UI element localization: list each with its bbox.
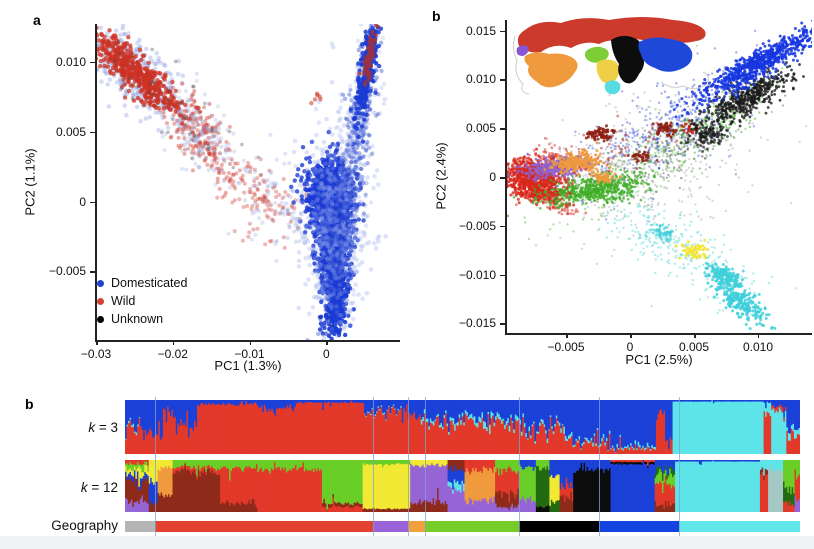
legend-label-domesticated: Domesticated — [111, 276, 188, 290]
pca-a-x-axis-label: PC1 (1.3%) — [214, 358, 282, 373]
k3-row-label: k = 3 — [8, 420, 118, 435]
legend-label-unknown: Unknown — [111, 312, 164, 326]
map-region-purple — [516, 45, 529, 56]
pca_b-y-tick-label-0: 0.015 — [465, 23, 496, 38]
pca_b-y-tick-mark-6 — [500, 323, 505, 325]
pca_a-y-tick-label-0: 0.010 — [55, 54, 86, 69]
group-separator-5 — [599, 397, 601, 537]
pca_a-y-tick-label-2: 0 — [79, 194, 86, 209]
map-region-cyan — [604, 80, 621, 95]
pca_b-x-tick-label-1: 0 — [626, 340, 634, 354]
wild-dot-icon — [97, 297, 104, 305]
pca_b-x-tick-mark-3 — [757, 333, 760, 338]
admixture-k3-canvas — [125, 400, 800, 454]
map-coastline-west — [512, 35, 530, 95]
pca_b-x-tick-mark-2 — [694, 333, 696, 338]
map-region-green — [584, 46, 609, 63]
pca-a-y-axis — [95, 24, 97, 340]
group-separator-3 — [425, 397, 427, 537]
pca_a-y-tick-mark-2 — [90, 201, 95, 204]
eurasia-map-inset — [512, 17, 709, 95]
page-background-strip — [0, 536, 814, 549]
pca_a-x-tick-mark-0 — [96, 340, 98, 345]
pca_a-y-tick-label-1: 0.005 — [55, 124, 86, 139]
map-region-orange — [524, 52, 578, 88]
unknown-dot-icon — [97, 315, 104, 323]
k12-row-label: k = 12 — [8, 480, 118, 495]
pca_a-x-tick-mark-1 — [172, 340, 175, 345]
pca_b-y-tick-label-5: −0.010 — [458, 267, 496, 282]
legend-item-wild: Wild — [97, 292, 187, 310]
geo-segment-red — [154, 521, 373, 532]
pca-a-x-axis — [95, 340, 400, 342]
panel-a-letter: a — [33, 12, 41, 28]
geo-segment-blue — [599, 521, 679, 532]
pca-b-y-axis-label: PC2 (2.4%) — [433, 142, 449, 210]
admixture-k12-canvas — [125, 460, 800, 512]
panel-b-letter: b — [432, 8, 441, 24]
pca_b-x-tick-label-3: 0.010 — [742, 340, 773, 354]
pca_a-x-tick-label-0: −0.03 — [80, 347, 112, 361]
geo-segment-green — [425, 521, 520, 532]
pca_a-y-tick-mark-3 — [90, 271, 95, 273]
pca_a-x-tick-label-1: −0.02 — [157, 347, 188, 361]
geo-segment-cyan — [679, 521, 800, 532]
pca-b-x-axis-label: PC1 (2.5%) — [625, 352, 693, 367]
pca_b-y-tick-label-3: 0 — [489, 170, 496, 185]
group-separator-0 — [154, 397, 156, 537]
pca-a-y-axis-label: PC2 (1.1%) — [22, 148, 38, 216]
pca_a-x-tick-mark-3 — [326, 340, 328, 345]
pca-a-legend: Domesticated Wild Unknown — [97, 274, 187, 328]
panel-b2-letter: b — [25, 396, 34, 412]
pca_b-y-tick-mark-2 — [500, 128, 505, 130]
pca-b-y-axis — [505, 20, 507, 333]
pca_a-x-tick-mark-2 — [249, 340, 252, 345]
group-separator-6 — [679, 397, 681, 537]
domesticated-dot-icon — [97, 279, 104, 287]
geo-segment-gray — [125, 521, 155, 532]
pca_a-y-tick-mark-1 — [90, 131, 95, 134]
pca_b-y-tick-label-2: 0.005 — [465, 121, 496, 136]
pca_b-x-tick-mark-0 — [566, 333, 568, 338]
pca_b-y-tick-mark-1 — [500, 79, 505, 81]
geo-segment-black — [519, 521, 600, 532]
group-separator-4 — [519, 397, 521, 537]
pca_a-x-tick-label-3: 0 — [322, 347, 330, 361]
group-separator-1 — [372, 397, 374, 537]
geo-segment-purple — [372, 521, 409, 532]
pca_b-y-tick-mark-3 — [500, 177, 505, 179]
pca-a-scatter-canvas — [96, 24, 400, 340]
k12-label-rest: = 12 — [87, 480, 118, 495]
map-region-yellow — [596, 59, 620, 84]
map-region-blue — [638, 37, 693, 72]
legend-label-wild: Wild — [111, 294, 136, 308]
k3-label-var: k — [88, 420, 96, 435]
pca_b-y-tick-label-1: 0.010 — [465, 72, 496, 87]
pca_b-x-tick-label-0: −0.005 — [547, 340, 585, 354]
pca_b-y-tick-label-4: −0.005 — [458, 218, 496, 233]
legend-item-unknown: Unknown — [97, 310, 187, 328]
group-separator-2 — [408, 397, 410, 537]
k3-label-rest: = 3 — [95, 420, 118, 435]
map-region-black — [611, 35, 645, 84]
map-coastline-southeast — [660, 71, 709, 90]
pca_a-x-tick-label-2: −0.01 — [234, 347, 265, 361]
pca_a-y-tick-mark-0 — [90, 61, 95, 64]
geo-segment-orange — [408, 521, 426, 532]
pca_b-y-tick-label-6: −0.015 — [458, 316, 496, 331]
k12-label-var: k — [80, 480, 88, 495]
geography-bar — [125, 521, 800, 532]
pca_b-y-tick-mark-5 — [500, 274, 505, 277]
pca_b-x-tick-label-2: 0.005 — [678, 340, 710, 354]
geography-row-label: Geography — [8, 518, 118, 533]
pca-b-x-axis — [505, 333, 812, 335]
geography-label-rest: Geography — [51, 518, 118, 533]
pca_a-y-tick-label-3: −0.005 — [48, 264, 86, 279]
pca_b-y-tick-mark-0 — [500, 30, 505, 33]
map-region-red — [517, 17, 706, 53]
pca_b-y-tick-mark-4 — [500, 225, 505, 228]
pca_b-x-tick-mark-1 — [630, 333, 632, 338]
legend-item-domesticated: Domesticated — [97, 274, 187, 292]
